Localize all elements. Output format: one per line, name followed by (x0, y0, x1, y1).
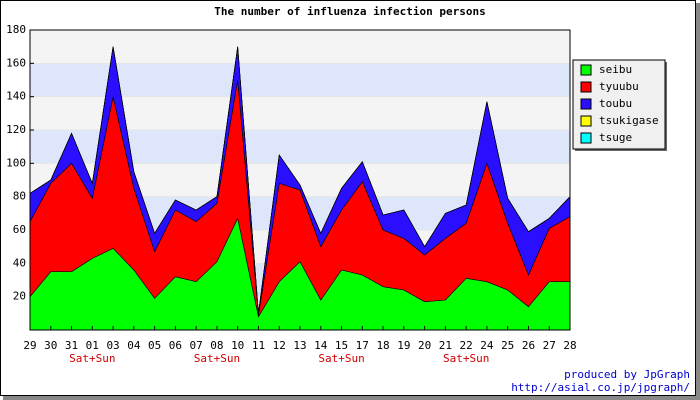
y-tick-label: 100 (6, 156, 26, 169)
x-tick-label: 12 (273, 339, 286, 352)
x-tick-label: 31 (65, 339, 78, 352)
y-tick-label: 60 (13, 223, 26, 236)
x-tick-label: 11 (252, 339, 265, 352)
x-tick-label: 30 (44, 339, 57, 352)
legend-swatch (580, 64, 592, 76)
y-tick-label: 140 (6, 90, 26, 103)
x-tick-label: 06 (169, 339, 182, 352)
x-tick-label: 04 (127, 339, 141, 352)
x-tick-label: 07 (190, 339, 203, 352)
legend-label: tsuge (599, 131, 632, 144)
legend-label: tyuubu (599, 80, 639, 93)
x-tick-label: 21 (439, 339, 452, 352)
x-tick-label: 28 (563, 339, 576, 352)
x-tick-label: 10 (231, 339, 244, 352)
x-tick-label: 26 (522, 339, 535, 352)
y-tick-label: 20 (13, 290, 26, 303)
x-tick-label: 17 (356, 339, 369, 352)
x-sublabel: Sat+Sun (194, 352, 240, 365)
legend-label: seibu (599, 63, 632, 76)
x-tick-label: 19 (397, 339, 410, 352)
chart-title: The number of influenza infection person… (214, 5, 486, 18)
credit: produced by JpGraph (564, 368, 690, 381)
y-tick-label: 180 (6, 23, 26, 36)
credit: http://asial.co.jp/jpgraph/ (511, 381, 690, 394)
x-tick-label: 25 (501, 339, 514, 352)
x-tick-label: 01 (86, 339, 99, 352)
grid-band (30, 30, 570, 64)
x-tick-label: 13 (293, 339, 306, 352)
y-tick-label: 40 (13, 256, 26, 269)
x-tick-label: 15 (335, 339, 348, 352)
x-sublabel: Sat+Sun (318, 352, 364, 365)
legend-swatch (580, 98, 592, 110)
x-tick-label: 18 (376, 339, 389, 352)
x-tick-label: 22 (460, 339, 473, 352)
x-tick-label: 08 (210, 339, 223, 352)
x-tick-label: 29 (23, 339, 36, 352)
x-tick-label: 27 (543, 339, 556, 352)
y-tick-label: 120 (6, 123, 26, 136)
x-sublabel: Sat+Sun (69, 352, 115, 365)
y-tick-label: 160 (6, 56, 26, 69)
x-tick-label: 03 (106, 339, 119, 352)
legend-label: tsukigase (599, 114, 659, 127)
legend-swatch (580, 115, 592, 127)
x-tick-label: 24 (480, 339, 494, 352)
x-tick-label: 20 (418, 339, 431, 352)
x-sublabel: Sat+Sun (443, 352, 489, 365)
legend-swatch (580, 81, 592, 93)
x-tick-label: 14 (314, 339, 328, 352)
x-tick-label: 05 (148, 339, 161, 352)
y-tick-label: 80 (13, 190, 26, 203)
legend-swatch (580, 132, 592, 144)
legend-label: toubu (599, 97, 632, 110)
